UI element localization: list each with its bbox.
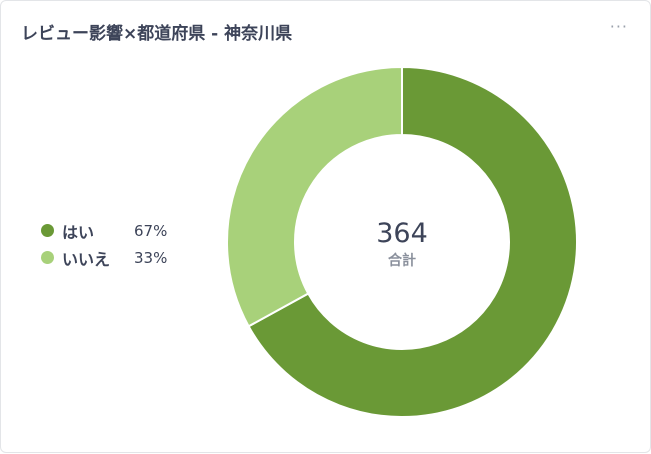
legend-label-yes: はい — [62, 222, 95, 242]
legend-item-no[interactable]: いいえ 33% — [41, 244, 167, 271]
center-total-value: 364 — [376, 218, 428, 249]
legend-swatch-yes — [41, 224, 54, 237]
legend: はい 67% いいえ 33% — [41, 217, 167, 271]
legend-percent-yes: 67% — [134, 221, 168, 240]
legend-label-no: いいえ — [62, 249, 111, 269]
donut-slice-yes[interactable] — [247, 65, 578, 418]
legend-percent-no: 33% — [134, 248, 168, 267]
legend-swatch-no — [41, 251, 54, 264]
more-horizontal-icon[interactable]: ··· — [609, 17, 628, 36]
center-total-label: 合計 — [388, 252, 416, 269]
donut-slices — [226, 65, 578, 418]
legend-item-yes[interactable]: はい 67% — [41, 217, 167, 244]
donut-slice-no[interactable] — [226, 65, 403, 328]
chart-title: レビュー影響×都道府県 - 神奈川県 — [21, 24, 293, 44]
